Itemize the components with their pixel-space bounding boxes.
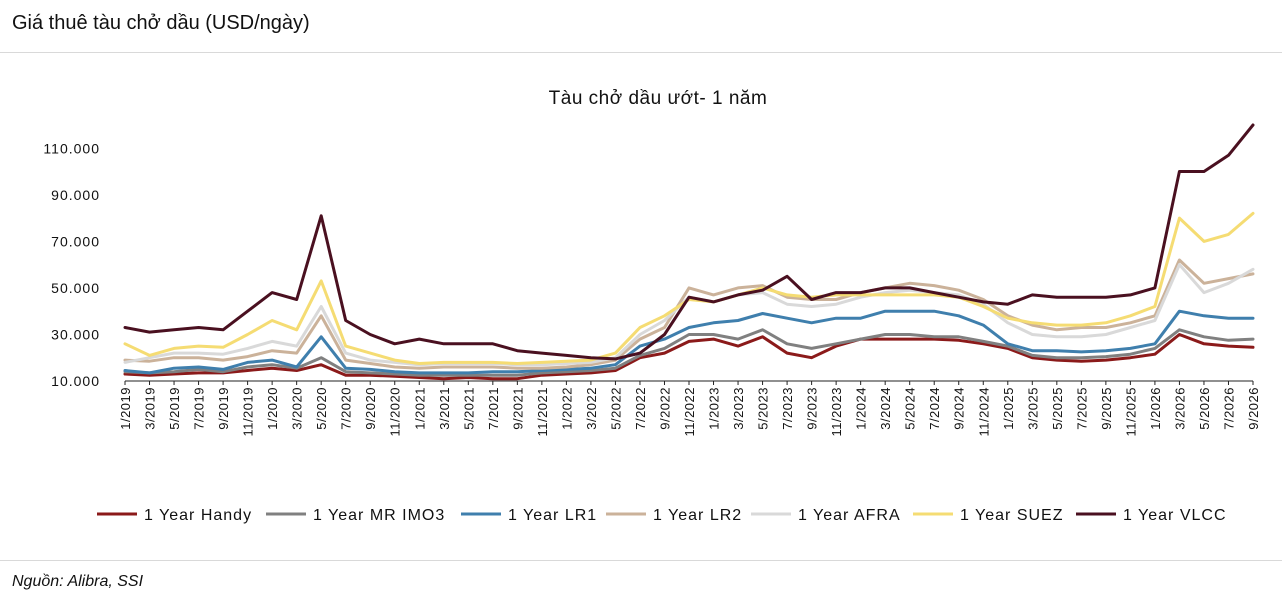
x-tick-label: 9/2022 <box>657 387 672 430</box>
x-tick-label: 7/2024 <box>927 387 942 430</box>
x-tick-label: 9/2021 <box>510 387 525 430</box>
y-axis: 10.000 30.000 50.000 70.000 90.000 110.000 <box>43 140 100 389</box>
y-tick-label: 50.000 <box>51 280 100 296</box>
x-tick-label: 5/2020 <box>314 387 329 430</box>
x-tick-label: 7/2019 <box>192 387 207 430</box>
x-tick-label: 11/2022 <box>682 387 697 437</box>
series-line-1 <box>123 328 1255 377</box>
legend-label-3: 1 Year LR2 <box>653 507 742 524</box>
series-group <box>123 123 1255 381</box>
footer-divider <box>0 560 1282 561</box>
legend-label-4: 1 Year AFRA <box>798 507 901 524</box>
x-tick-label: 1/2023 <box>707 387 722 430</box>
legend-label-2: 1 Year LR1 <box>508 507 597 524</box>
x-tick-label: 9/2025 <box>1099 387 1114 430</box>
x-tick-label: 3/2022 <box>584 387 599 430</box>
y-tick-label: 110.000 <box>43 140 100 156</box>
x-tick-label: 3/2023 <box>731 387 746 430</box>
x-tick-label: 1/2025 <box>1001 387 1016 430</box>
header-divider <box>0 52 1282 53</box>
x-tick-label: 11/2019 <box>241 387 256 437</box>
x-tick-label: 1/2020 <box>265 387 280 430</box>
y-tick-label: 10.000 <box>51 373 100 389</box>
y-tick-label: 70.000 <box>51 233 100 249</box>
source-note: Nguồn: Alibra, SSI <box>12 573 144 590</box>
x-tick-label: 3/2021 <box>437 387 452 430</box>
x-tick-label: 1/2026 <box>1148 387 1163 430</box>
legend-label-6: 1 Year VLCC <box>1123 507 1227 524</box>
x-tick-label: 5/2025 <box>1050 387 1065 430</box>
y-tick-label: 90.000 <box>51 187 100 203</box>
series-line-4 <box>123 263 1255 367</box>
x-tick-label: 7/2023 <box>780 387 795 430</box>
x-tick-label: 1/2024 <box>854 387 869 430</box>
x-tick-label: 3/2020 <box>290 387 305 430</box>
series-line-6 <box>123 123 1255 361</box>
page-header: Giá thuê tàu chở dầu (USD/ngày) <box>12 12 310 34</box>
x-tick-label: 9/2024 <box>952 387 967 430</box>
x-tick-label: 11/2025 <box>1123 387 1138 437</box>
x-tick-label: 11/2024 <box>976 387 991 437</box>
legend: 1 Year Handy 1 Year MR IMO3 1 Year LR1 1 Ye… <box>97 507 1227 524</box>
x-tick-label: 7/2020 <box>339 387 354 430</box>
chart-title: Tàu chở dầu ướt- 1 năm <box>549 88 768 109</box>
x-tick-label: 9/2023 <box>805 387 820 430</box>
x-tick-label: 5/2023 <box>756 387 771 430</box>
x-axis: 1/2019 3/2019 5/2019 7/2019 9/2019 11/2019 1/2… <box>118 380 1261 437</box>
x-tick-label: 9/2019 <box>216 387 231 430</box>
x-tick-label: 1/2019 <box>118 387 133 430</box>
series-line-0 <box>123 333 1255 381</box>
x-tick-label: 11/2023 <box>829 387 844 437</box>
x-tick-label: 3/2025 <box>1025 387 1040 430</box>
x-tick-label: 5/2021 <box>461 387 476 430</box>
line-chart: Tàu chở dầu ướt- 1 năm 10.000 30.000 50.00… <box>43 88 1261 524</box>
x-tick-label: 3/2019 <box>143 387 158 430</box>
x-tick-label: 1/2022 <box>559 387 574 430</box>
x-tick-label: 9/2020 <box>363 387 378 430</box>
x-tick-label: 3/2026 <box>1172 387 1187 430</box>
x-tick-label: 7/2021 <box>486 387 501 430</box>
x-tick-label: 5/2019 <box>167 387 182 430</box>
series-line-3 <box>123 258 1255 370</box>
x-tick-label: 5/2026 <box>1197 387 1212 430</box>
x-tick-label: 3/2024 <box>878 387 893 430</box>
x-tick-label: 5/2022 <box>608 387 623 430</box>
legend-label-0: 1 Year Handy <box>144 507 252 524</box>
x-tick-label: 7/2022 <box>633 387 648 430</box>
series-line-2 <box>123 309 1255 375</box>
x-tick-label: 11/2020 <box>388 387 403 437</box>
legend-label-1: 1 Year MR IMO3 <box>313 507 445 524</box>
x-tick-label: 1/2021 <box>412 387 427 430</box>
x-tick-label: 9/2026 <box>1246 387 1261 430</box>
y-tick-label: 30.000 <box>51 326 100 342</box>
legend-label-5: 1 Year SUEZ <box>960 507 1064 524</box>
x-tick-label: 7/2026 <box>1221 387 1236 430</box>
x-tick-label: 5/2024 <box>903 387 918 430</box>
x-tick-label: 7/2025 <box>1074 387 1089 430</box>
x-tick-label: 11/2021 <box>535 387 550 437</box>
